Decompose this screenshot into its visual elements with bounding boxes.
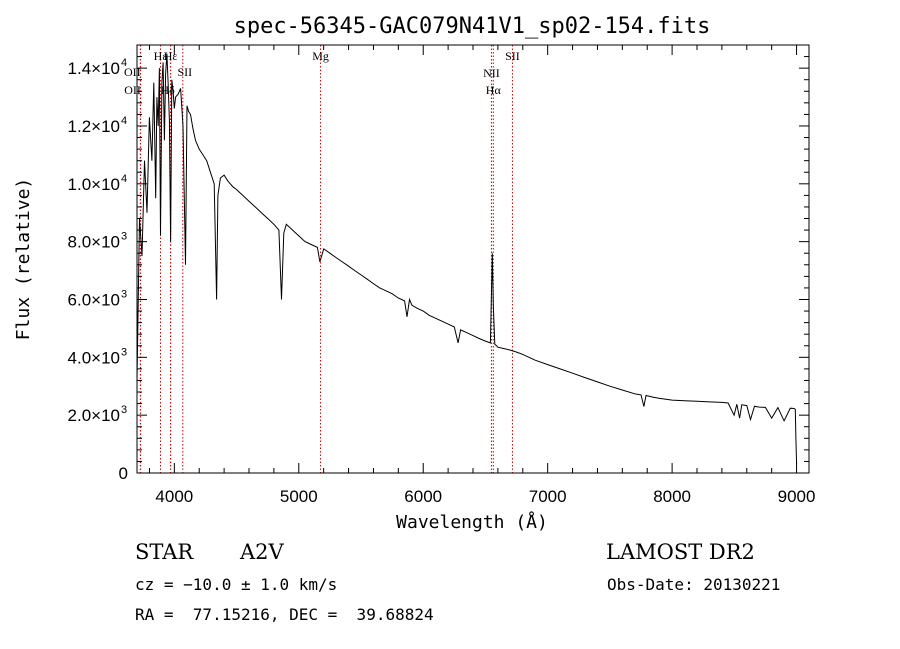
y-tick-label: 1.0×10 <box>68 175 120 194</box>
y-tick-exponent: 3 <box>121 404 127 416</box>
emission-line-label: NII <box>483 66 500 80</box>
coordinates: RA = 77.15216, DEC = 39.68824 <box>135 605 434 624</box>
x-tick-label: 4000 <box>155 487 193 506</box>
y-tick-exponent: 3 <box>121 288 127 300</box>
y-tick-label: 8.0×10 <box>68 233 120 252</box>
y-axis: 02.0×10 34.0×10 36.0×10 38.0×10 31.0×10 41.2×… <box>68 56 809 483</box>
chart-title: spec-56345-GAC079N41V1_sp02-154.fits <box>234 14 711 39</box>
y-tick-label: 2.0×10 <box>68 406 120 425</box>
emission-line-label: Mg <box>312 49 329 63</box>
emission-line-label: Hε <box>154 49 168 63</box>
y-tick-label: 4.0×10 <box>68 348 120 367</box>
object-subclass: A2V <box>240 540 284 564</box>
y-tick-label: 1.2×10 <box>68 117 120 136</box>
obs-date: Obs-Date: 20130221 <box>607 575 781 594</box>
x-tick-label: 9000 <box>778 487 816 506</box>
y-tick-exponent: 3 <box>121 231 127 243</box>
emission-line-label: Hε <box>164 49 178 63</box>
y-tick-exponent: 4 <box>121 57 127 69</box>
y-tick-label: 6.0×10 <box>68 290 120 309</box>
x-tick-label: 8000 <box>653 487 691 506</box>
emission-line-label: OII <box>124 83 141 97</box>
x-tick-label: 5000 <box>280 487 318 506</box>
line-markers <box>139 45 513 473</box>
y-tick-exponent: 4 <box>121 115 127 127</box>
redshift-cz: cz = −10.0 ± 1.0 km/s <box>135 575 338 594</box>
x-axis-label: Wavelength (Å) <box>396 511 548 533</box>
y-tick-exponent: 4 <box>121 173 127 185</box>
object-class: STAR <box>135 540 194 564</box>
x-tick-label: 7000 <box>529 487 567 506</box>
emission-line-label: SII <box>505 49 520 63</box>
survey-name: LAMOST DR2 <box>606 540 755 564</box>
emission-line-label: Hα <box>486 83 502 97</box>
y-tick-exponent: 3 <box>121 346 127 358</box>
y-axis-label: Flux (relative) <box>13 178 34 341</box>
plot-frame <box>136 44 810 474</box>
y-tick-label: 0 <box>119 464 128 483</box>
spectrum-line <box>136 53 798 465</box>
y-tick-label: 1.4×10 <box>68 59 120 78</box>
x-axis: 4000 5000 6000 7000 8000 9000 <box>148 45 816 506</box>
x-tick-label: 6000 <box>404 487 442 506</box>
emission-line-label: SII <box>177 65 192 79</box>
